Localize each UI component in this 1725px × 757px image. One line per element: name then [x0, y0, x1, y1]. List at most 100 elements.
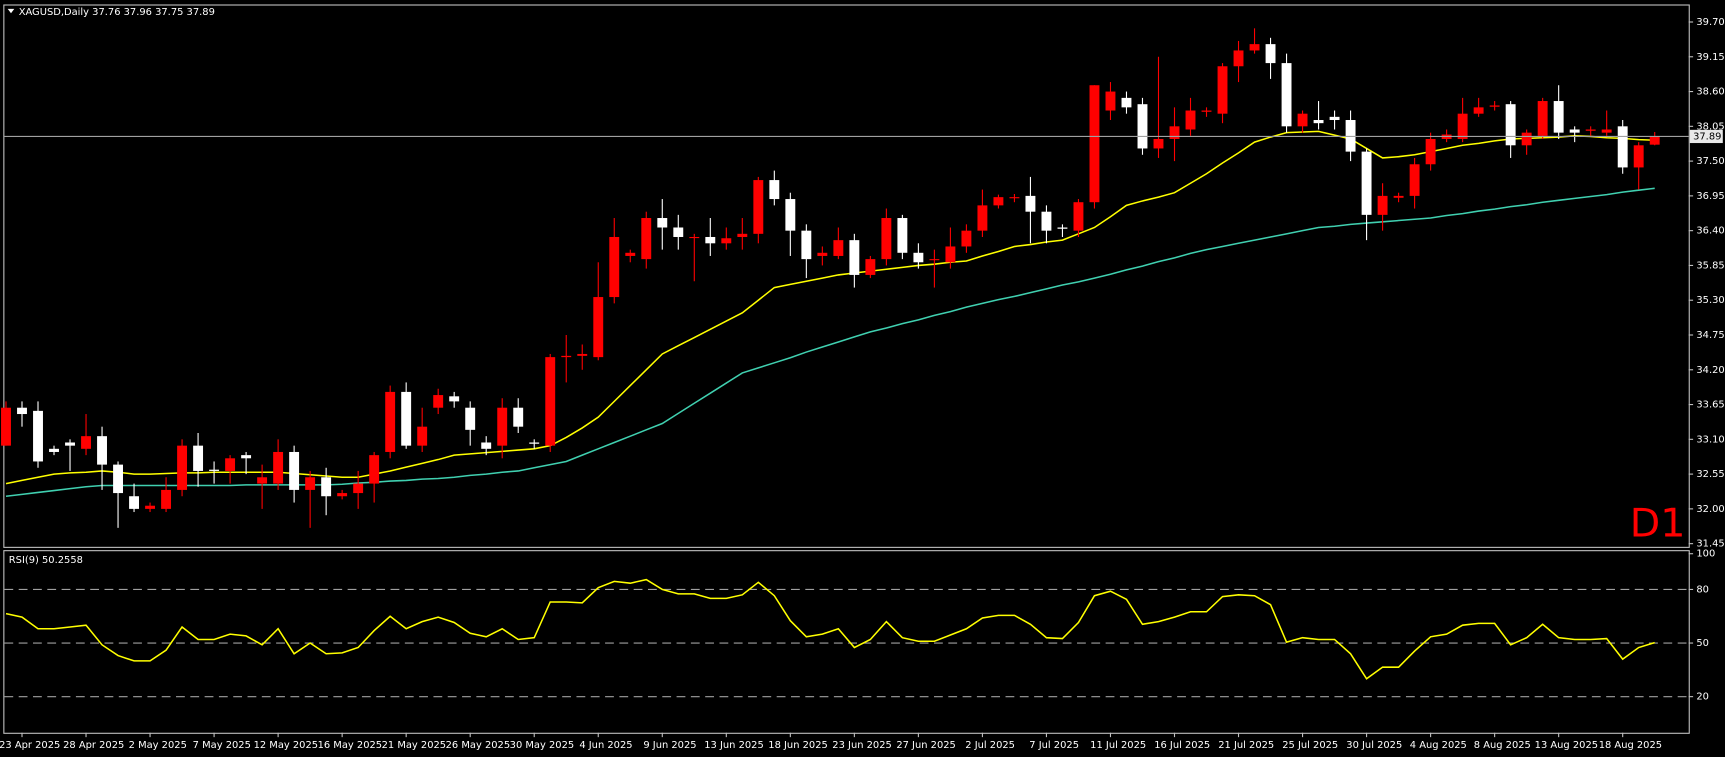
candle-body [1633, 145, 1644, 168]
candle-body [1361, 151, 1372, 215]
candle-body [641, 218, 652, 260]
candle-body [673, 227, 684, 237]
candle-body [929, 259, 940, 261]
last-price-box [1689, 129, 1723, 144]
x-tick-label: 2 Jul 2025 [965, 740, 1015, 751]
candle-body [1489, 105, 1500, 107]
candle-body [689, 236, 700, 239]
x-tick-label: 30 May 2025 [510, 740, 575, 751]
candle-body [161, 489, 172, 509]
candle-body [449, 396, 460, 402]
y-tick-label: 80 [1696, 584, 1709, 595]
candle-body [385, 391, 396, 452]
candle-body [321, 477, 332, 497]
candle-body [529, 442, 540, 444]
candle-body [1073, 202, 1084, 231]
x-tick-label: 18 Aug 2025 [1599, 740, 1662, 751]
x-tick-label: 23 Jun 2025 [832, 740, 892, 751]
candle-body [1169, 126, 1180, 139]
y-tick-label: 33.10 [1696, 434, 1724, 445]
candle-body [977, 205, 988, 231]
candle-body [1153, 138, 1164, 149]
candle-body [849, 240, 860, 275]
candle-body [769, 180, 780, 200]
y-tick-label: 38.05 [1696, 121, 1724, 132]
candle-body [1121, 97, 1132, 108]
candle-body [1297, 113, 1308, 127]
candle-body [1425, 138, 1436, 165]
x-tick-label: 8 Aug 2025 [1474, 740, 1531, 751]
candle-body [1457, 113, 1468, 139]
candle-body [257, 477, 268, 484]
x-tick-label: 2 May 2025 [129, 740, 187, 751]
candle-body [881, 218, 892, 260]
candle-body [145, 505, 156, 509]
candle-body [193, 445, 204, 471]
x-tick-label: 25 Jul 2025 [1282, 740, 1338, 751]
candle-body [753, 180, 764, 234]
y-tick-label: 37.50 [1696, 156, 1724, 167]
y-tick-label: 36.95 [1696, 191, 1724, 202]
y-tick-label: 35.30 [1696, 295, 1724, 306]
candle-body [65, 442, 75, 446]
x-tick-label: 7 Jul 2025 [1029, 740, 1079, 751]
x-tick-label: 21 May 2025 [382, 740, 447, 751]
x-tick-label: 12 May 2025 [254, 740, 319, 751]
candle-body [1345, 120, 1356, 152]
candle-body [17, 407, 27, 415]
candle-body [33, 410, 43, 462]
candle-body [337, 493, 348, 497]
candle-body [1649, 136, 1660, 145]
candle-body [113, 464, 123, 494]
candle-body [737, 233, 748, 237]
candle-body [1313, 120, 1324, 124]
candle-body [833, 240, 844, 256]
x-tick-label: 9 Jun 2025 [643, 740, 696, 751]
y-tick-label: 39.70 [1696, 17, 1724, 28]
candle-body [993, 197, 1004, 206]
candle-body [593, 297, 604, 358]
candle-body [721, 238, 732, 244]
candle-body [1585, 129, 1596, 131]
y-tick-label: 34.75 [1696, 330, 1724, 341]
candle-body [1617, 126, 1628, 168]
candle-body [1329, 116, 1340, 121]
price-panel-frame [3, 4, 1690, 548]
candle-body [433, 395, 444, 408]
candle-body [1521, 132, 1532, 146]
candle-body [241, 455, 252, 459]
candle-body [49, 448, 59, 452]
candle-body [1601, 129, 1612, 133]
candle-body [1105, 91, 1116, 111]
candle-body [817, 252, 828, 256]
candle-body [913, 252, 924, 263]
x-tick-label: 7 May 2025 [193, 740, 251, 751]
x-tick-label: 13 Jun 2025 [704, 740, 764, 751]
x-tick-label: 13 Aug 2025 [1535, 740, 1598, 751]
candle-body [417, 426, 428, 446]
candle-body [81, 436, 91, 449]
menu-arrow[interactable] [7, 8, 15, 14]
candle-body [97, 436, 107, 465]
candle-body [1393, 195, 1404, 198]
candle-body [1217, 66, 1228, 114]
candle-body [1233, 50, 1244, 67]
last-price-label: 37.89 [1693, 131, 1721, 142]
y-tick-label: 20 [1696, 692, 1709, 703]
x-tick-label: 26 May 2025 [446, 740, 511, 751]
candle-body [545, 357, 556, 446]
candle-body [1201, 110, 1212, 112]
candle-body [289, 451, 300, 490]
candle-body [1569, 129, 1580, 133]
moving-average [5, 187, 1655, 498]
x-tick-label: 11 Jul 2025 [1090, 740, 1146, 751]
candle-body [1377, 195, 1388, 215]
y-tick-label: 38.60 [1696, 87, 1724, 98]
candle-body [1473, 107, 1484, 114]
timeframe-label: D1 [1630, 500, 1686, 546]
candle-body [177, 445, 188, 490]
candle-body [273, 451, 284, 484]
candle-body [1537, 101, 1548, 136]
y-tick-label: 31.45 [1696, 539, 1724, 550]
candle-body [945, 246, 956, 263]
